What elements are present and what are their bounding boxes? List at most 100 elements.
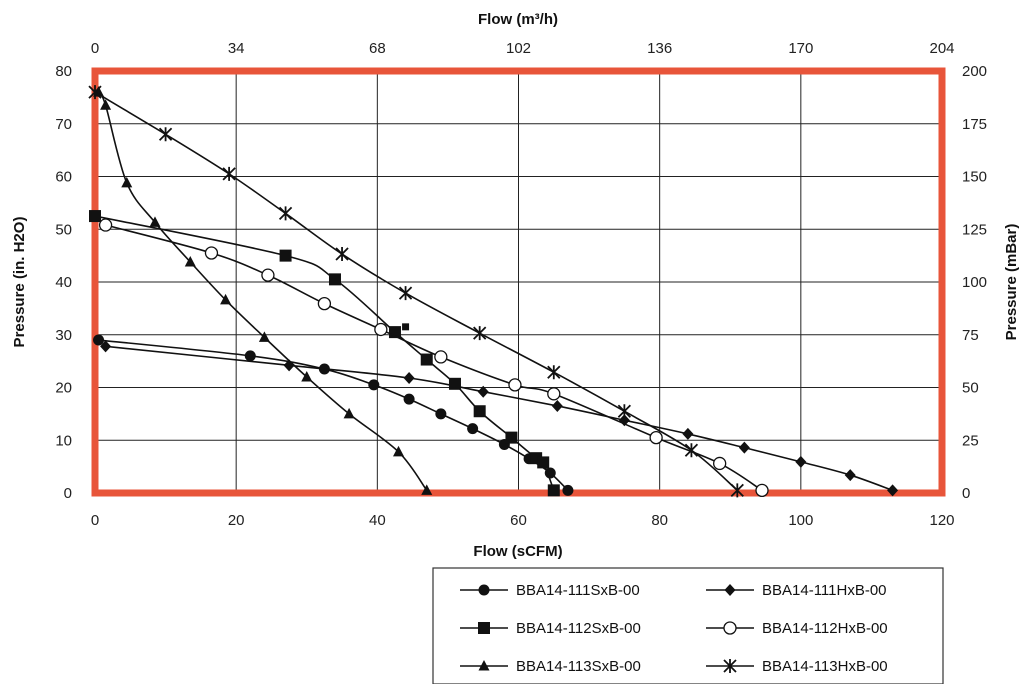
tick-label: 0 xyxy=(91,40,99,57)
data-point xyxy=(89,210,101,223)
series-BBA14-111HxB-00 xyxy=(100,340,899,497)
series-line xyxy=(94,215,555,491)
data-point xyxy=(547,387,561,401)
tick-label: 102 xyxy=(506,40,531,57)
plot-frame xyxy=(91,67,946,497)
data-point xyxy=(478,660,490,671)
tick-label: 175 xyxy=(962,116,987,133)
tick-label: 50 xyxy=(962,380,979,397)
data-point xyxy=(368,379,380,391)
tick-label: 0 xyxy=(64,485,72,502)
data-point xyxy=(713,456,727,471)
data-point xyxy=(795,455,807,468)
data-point xyxy=(279,249,292,262)
tick-label: 150 xyxy=(962,169,987,186)
data-point xyxy=(844,469,856,482)
legend-label: BBA14-112HxB-00 xyxy=(762,620,888,637)
data-point xyxy=(88,85,102,100)
data-point xyxy=(684,443,699,458)
data-point xyxy=(220,293,232,305)
series-BBA14-113HxB-00 xyxy=(88,85,744,498)
data-point xyxy=(505,431,518,444)
data-point xyxy=(649,430,663,445)
legend-item: BBA14-112HxB-00 xyxy=(706,620,888,637)
legend-item: BBA14-112SxB-00 xyxy=(460,620,641,637)
data-point xyxy=(473,405,486,418)
data-point xyxy=(149,216,161,227)
legend-item: BBA14-113HxB-00 xyxy=(706,658,888,675)
data-point xyxy=(723,621,737,635)
series-line xyxy=(105,224,763,492)
grid-lines xyxy=(95,71,942,493)
data-point xyxy=(374,322,388,337)
data-point xyxy=(755,483,769,498)
data-point xyxy=(98,218,113,232)
data-point xyxy=(258,331,270,342)
legend-label: BBA14-113HxB-00 xyxy=(762,658,888,675)
data-point xyxy=(420,353,433,366)
data-point xyxy=(544,467,556,479)
tick-label: 10 xyxy=(55,432,72,449)
y-axis-left-title: Pressure (in. H2O) xyxy=(11,217,28,348)
tick-label: 120 xyxy=(929,512,954,529)
data-point xyxy=(398,286,413,301)
tick-label: 25 xyxy=(962,432,979,449)
data-point xyxy=(222,166,236,181)
tick-label: 40 xyxy=(369,512,386,529)
x-axis-bottom-title: Flow (sCFM) xyxy=(473,543,562,560)
tick-label: 60 xyxy=(510,512,527,529)
series-layer xyxy=(88,85,899,498)
data-point xyxy=(467,423,479,435)
x-axis-bottom: 0 20 40 60 80 100 120 xyxy=(91,512,955,529)
tick-label: 125 xyxy=(962,221,987,238)
data-point xyxy=(343,407,355,419)
data-point xyxy=(261,268,275,282)
data-point xyxy=(551,399,563,412)
x-axis-top: 0 34 68 102 136 170 204 xyxy=(91,40,955,57)
tick-label: 204 xyxy=(929,40,954,57)
data-point xyxy=(547,484,560,497)
tick-label: 34 xyxy=(228,40,245,57)
tick-label: 20 xyxy=(55,380,72,397)
data-point xyxy=(724,584,736,596)
tick-label: 70 xyxy=(55,116,72,133)
data-point xyxy=(121,176,133,188)
data-point xyxy=(393,445,405,457)
data-point xyxy=(158,127,173,142)
data-point xyxy=(335,247,349,262)
data-point xyxy=(730,483,744,498)
legend-label: BBA14-113SxB-00 xyxy=(516,658,641,675)
tick-label: 30 xyxy=(55,327,72,344)
data-point xyxy=(278,206,293,221)
data-point xyxy=(403,372,415,385)
data-point xyxy=(887,484,899,497)
data-point xyxy=(317,296,332,311)
legend-item: BBA14-111SxB-00 xyxy=(460,582,640,599)
data-point xyxy=(478,622,490,634)
tick-label: 200 xyxy=(962,63,987,80)
legend-item: BBA14-113SxB-00 xyxy=(460,658,641,675)
data-point xyxy=(478,584,490,596)
data-point xyxy=(244,350,256,362)
legend-label: BBA14-112SxB-00 xyxy=(516,620,641,637)
tick-label: 136 xyxy=(647,40,672,57)
tick-label: 60 xyxy=(55,169,72,186)
legend: BBA14-111SxB-00 BBA14-111HxB-00 BBA14-112S… xyxy=(432,567,944,684)
tick-label: 20 xyxy=(228,512,245,529)
data-point xyxy=(508,378,522,392)
y-axis-right-title: Pressure (mBar) xyxy=(1003,224,1020,341)
data-point xyxy=(434,350,448,364)
tick-label: 170 xyxy=(788,40,813,57)
series-line xyxy=(105,345,893,492)
tick-label: 0 xyxy=(91,512,99,529)
legend-label: BBA14-111SxB-00 xyxy=(516,582,640,599)
data-point xyxy=(301,370,313,382)
x-axis-top-title: Flow (m³/h) xyxy=(478,11,558,28)
tick-label: 50 xyxy=(55,221,72,238)
data-point xyxy=(537,456,550,469)
data-point xyxy=(617,404,632,419)
legend-label: BBA14-111HxB-00 xyxy=(762,582,887,599)
data-point xyxy=(421,484,433,495)
legend-item: BBA14-111HxB-00 xyxy=(706,582,887,599)
data-point xyxy=(93,334,105,346)
